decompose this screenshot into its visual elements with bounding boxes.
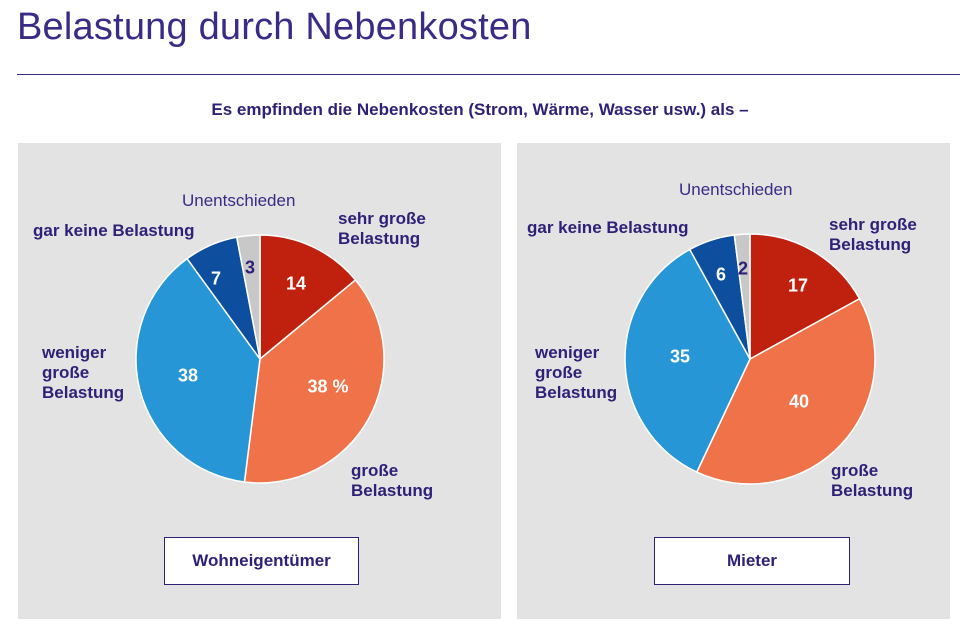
tenant-pie-chart [624,233,876,485]
slice-grosse-belastung [243,278,385,484]
chart-subtitle: Es empfinden die Nebenkosten (Strom, Wär… [211,100,749,119]
label-weniger-grosse-belastung: weniger große Belastung [535,343,618,402]
label-gar-keine-belastung: gar keine Belastung [33,221,195,240]
owner-chart-panel: Unentschieden sehr große Belastung gar k… [18,143,501,619]
slice-weniger-grosse-belastung [135,257,261,483]
slice-grosse-belastung [695,297,876,485]
title-divider [17,74,960,75]
value-label-gar-keine: 6 [715,264,727,285]
label-sehr-grosse-belastung: sehr große Belastung [338,209,426,248]
page-title: Belastung durch Nebenkosten [17,6,532,48]
label-grosse-belastung: große Belastung [831,461,914,500]
value-label-sehr-gross: 17 [787,275,809,296]
label-grosse-belastung: große Belastung [351,461,434,500]
value-label-unentschieden: 2 [737,258,749,279]
owner-pie-chart [135,234,385,484]
group-label-mieter: Mieter [654,537,850,585]
label-unentschieden: Unentschieden [679,180,793,199]
slice-weniger-grosse-belastung [624,248,751,474]
value-label-weniger-gross: 38 [177,365,199,386]
tenant-chart-panel: Unentschieden sehr große Belastung gar k… [517,143,950,619]
label-gar-keine-belastung: gar keine Belastung [527,218,689,237]
label-unentschieden: Unentschieden [182,191,296,210]
slice-unentschieden [235,234,261,360]
slice-sehr-grosse-belastung [259,234,357,361]
value-label-sehr-gross: 14 [285,273,307,294]
group-label-wohneigentuemer: Wohneigentümer [164,537,359,585]
label-sehr-grosse-belastung: sehr große Belastung [829,215,917,254]
slice-sehr-grosse-belastung [749,233,861,361]
value-label-unentschieden: 3 [244,257,256,278]
value-label-gar-keine: 7 [210,268,222,289]
value-label-gross: 38 % [307,376,349,397]
value-label-gross: 40 [788,391,810,412]
value-label-weniger-gross: 35 [669,346,691,367]
slice-unentschieden [733,233,751,360]
label-weniger-grosse-belastung: weniger große Belastung [42,343,125,402]
